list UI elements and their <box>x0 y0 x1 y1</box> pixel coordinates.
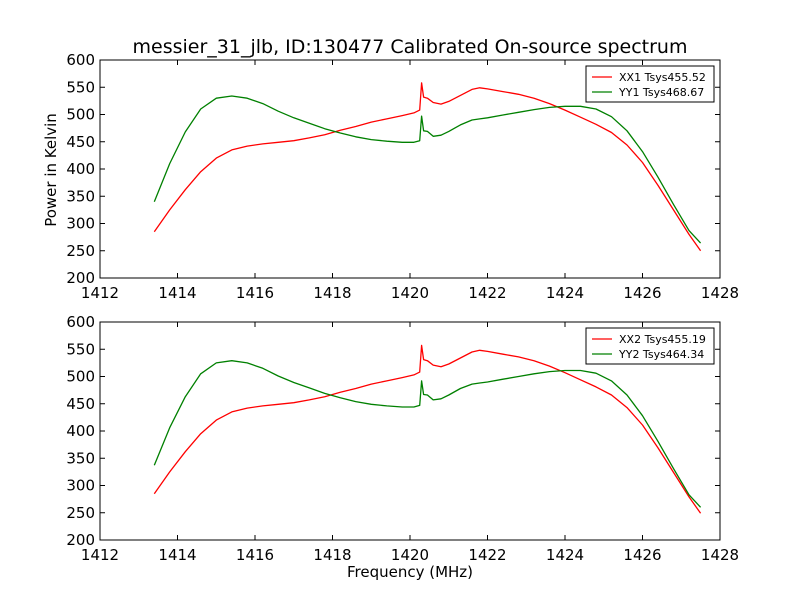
series-line-yy <box>153 360 702 508</box>
x-tick-label: 1420 <box>391 546 429 564</box>
x-tick-label: 1418 <box>313 546 351 564</box>
axes-frame <box>99 59 721 279</box>
chart-title: messier_31_jlb, ID:130477 Calibrated On-… <box>133 36 688 58</box>
x-tick-label: 1424 <box>546 284 584 302</box>
y-tick-label: 400 <box>66 160 95 178</box>
x-tick-label: 1412 <box>81 546 119 564</box>
axes-frame <box>99 321 721 541</box>
top-panel: 1412 1414 1416 1418 1420 1422 1424 1426 1428 200 2… <box>66 51 739 302</box>
x-tick-label: 1418 <box>313 284 351 302</box>
y-tick-label: 400 <box>66 422 95 440</box>
bottom-panel: 1412 1414 1416 1418 1420 1422 1424 1426 1428 200 2… <box>66 313 739 564</box>
series-line-xx <box>153 344 702 514</box>
y-tick-label: 250 <box>66 242 95 260</box>
x-tick-label: 1424 <box>546 546 584 564</box>
y-tick-label: 600 <box>66 51 95 69</box>
y-tick-label: 300 <box>66 477 95 495</box>
x-tick-label: 1416 <box>236 546 274 564</box>
y-axis-title: Power in Kelvin <box>42 113 60 227</box>
legend-entry-label: XX1 Tsys455.52 <box>619 71 706 84</box>
y-tick-label: 450 <box>66 133 95 151</box>
legend-box <box>585 327 715 365</box>
y-tick-label: 200 <box>66 531 95 549</box>
y-tick-label: 450 <box>66 395 95 413</box>
y-tick-label: 200 <box>66 269 95 287</box>
x-tick-label: 1420 <box>391 284 429 302</box>
y-tick-label: 250 <box>66 504 95 522</box>
legend-entry-label: YY2 Tsys464.34 <box>618 348 704 361</box>
series-line-yy <box>153 95 702 244</box>
y-tick-label: 550 <box>66 340 95 358</box>
y-tick-label: 300 <box>66 215 95 233</box>
x-tick-label: 1414 <box>158 546 196 564</box>
x-axis-title: Frequency (MHz) <box>347 563 473 581</box>
y-tick-label: 550 <box>66 78 95 96</box>
legend-entry-label: XX2 Tsys455.19 <box>619 333 706 346</box>
y-tick-label: 500 <box>66 106 95 124</box>
y-tick-label: 500 <box>66 368 95 386</box>
x-tick-label: 1422 <box>468 284 506 302</box>
x-tick-label: 1428 <box>701 546 739 564</box>
y-tick-label: 600 <box>66 313 95 331</box>
x-tick-label: 1422 <box>468 546 506 564</box>
series-line-xx <box>153 82 702 252</box>
x-tick-label: 1428 <box>701 284 739 302</box>
x-tick-label: 1426 <box>623 284 661 302</box>
y-tick-label: 350 <box>66 187 95 205</box>
x-tick-label: 1414 <box>158 284 196 302</box>
legend-entry-label: YY1 Tsys468.67 <box>618 86 704 99</box>
x-tick-label: 1412 <box>81 284 119 302</box>
y-tick-label: 350 <box>66 449 95 467</box>
legend-box <box>585 65 715 103</box>
x-tick-label: 1416 <box>236 284 274 302</box>
x-tick-label: 1426 <box>623 546 661 564</box>
